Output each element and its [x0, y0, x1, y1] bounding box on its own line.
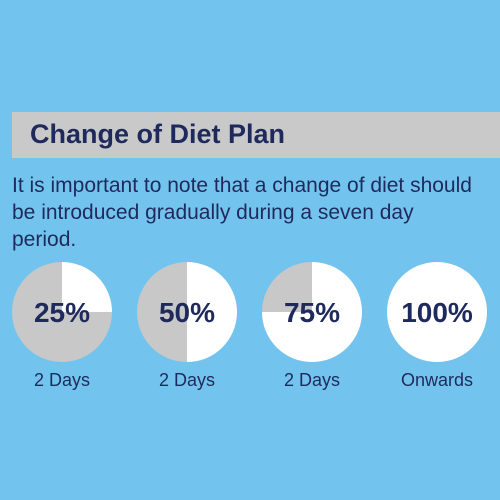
title-banner: Change of Diet Plan [12, 112, 500, 158]
title: Change of Diet Plan [30, 119, 286, 149]
period-label: 2 Days [284, 370, 340, 390]
portion [387, 262, 487, 362]
period-label: Onwards [401, 370, 473, 390]
portion [262, 262, 362, 362]
percent-label: 100% [401, 297, 473, 328]
body-text: It is important to note that a change of… [12, 174, 472, 251]
percent-label: 75% [284, 297, 340, 328]
period-label: 2 Days [159, 370, 215, 390]
portion [62, 262, 112, 312]
percent-label: 50% [159, 297, 215, 328]
period-label: 2 Days [34, 370, 90, 390]
percent-label: 25% [34, 297, 90, 328]
portion [187, 262, 237, 362]
